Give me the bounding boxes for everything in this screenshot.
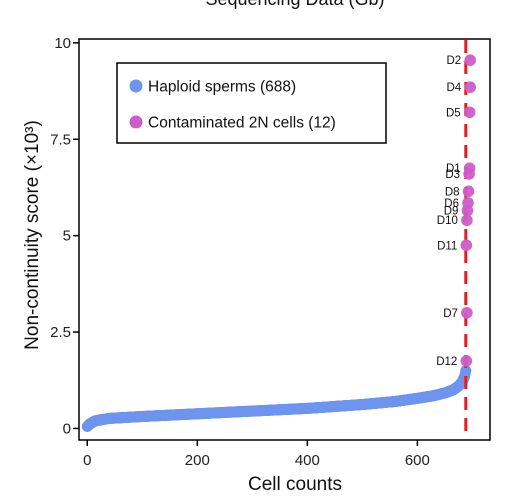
- x-tick-label: 600: [405, 452, 430, 469]
- plot-area: 0 200 400 60002.557.510D2D4D5D1D3D8D6D9D10D…: [50, 35, 491, 469]
- point-label-d1: D1: [446, 163, 461, 175]
- point-label-d5: D5: [446, 107, 461, 119]
- point-label-d10: D10: [437, 215, 458, 227]
- x-axis-title: Cell counts: [248, 474, 342, 495]
- y-axis-title: Non-continuity score (×10³): [22, 120, 43, 350]
- contaminated-point: [461, 204, 474, 217]
- legend-box: [116, 62, 387, 144]
- y-tick-label: 2.5: [50, 324, 71, 341]
- contaminated-point: [464, 81, 476, 93]
- contaminated-point: [463, 106, 476, 119]
- point-label-d7: D7: [443, 308, 458, 320]
- y-tick-label: 0: [63, 420, 71, 437]
- contaminated-point: [464, 54, 476, 67]
- chart-title: Sequencing Data (Gb): [205, 0, 384, 9]
- series-haploid: [81, 365, 472, 433]
- point-label-d12: D12: [436, 356, 457, 368]
- y-tick-label: 5: [63, 228, 71, 245]
- x-tick-label: 200: [185, 452, 210, 469]
- point-label-d3: D3: [445, 169, 460, 181]
- x-tick-label: 400: [295, 452, 320, 469]
- contaminated-point: [461, 306, 473, 319]
- point-label-d6: D6: [444, 198, 459, 210]
- plot-frame: [78, 38, 491, 441]
- legend: Haploid sperms (688) Contaminated 2N cel…: [116, 62, 387, 144]
- x-tick-label: 0: [83, 452, 91, 469]
- contaminated-point: [461, 214, 473, 227]
- point-label-d4: D4: [446, 82, 461, 94]
- contaminated-point: [463, 168, 475, 180]
- y-tick-label: 10: [54, 35, 71, 52]
- legend-label-haploid: Haploid sperms (688): [148, 79, 296, 96]
- contaminated-point: [460, 355, 473, 367]
- haploid-point: [460, 365, 472, 377]
- legend-marker-haploid: [129, 79, 143, 93]
- point-label-d9: D9: [444, 206, 459, 218]
- contaminated-point: [462, 185, 475, 198]
- legend-label-contaminated: Contaminated 2N cells (12): [148, 115, 336, 132]
- point-label-d8: D8: [445, 186, 460, 198]
- legend-marker-contaminated: [129, 115, 143, 129]
- point-label-d2: D2: [446, 55, 461, 67]
- contaminated-point: [460, 239, 473, 252]
- point-label-d11: D11: [437, 240, 457, 252]
- y-tick-label: 7.5: [50, 131, 71, 148]
